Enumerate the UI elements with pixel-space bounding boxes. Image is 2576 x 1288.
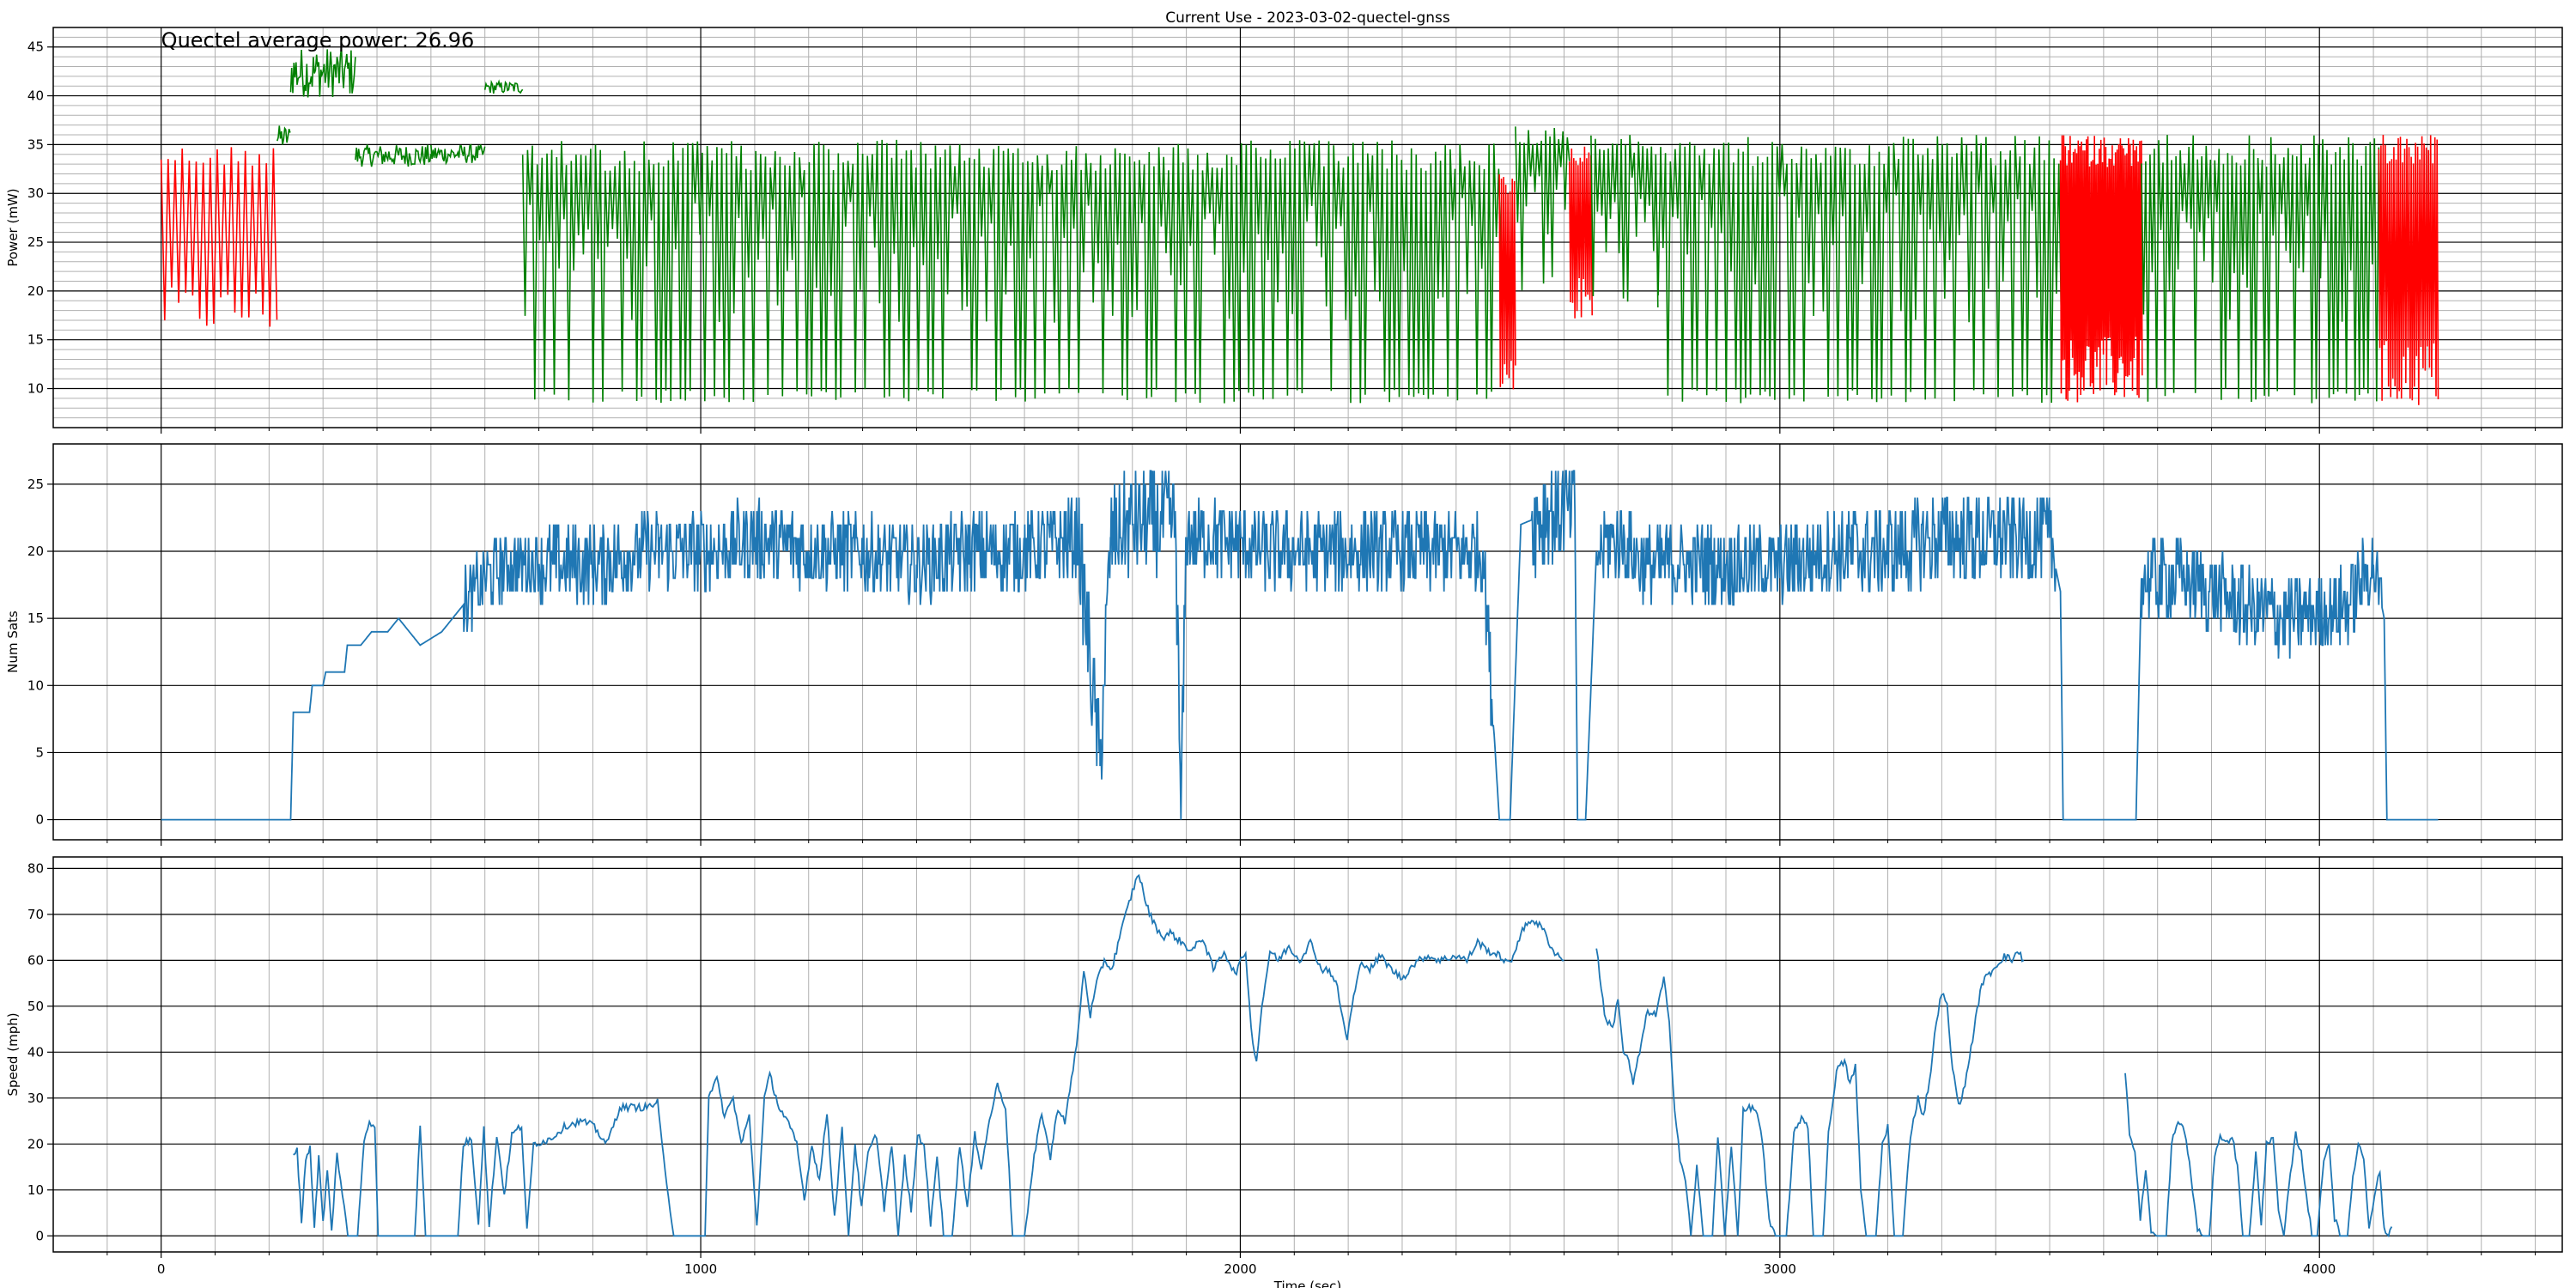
power-tracking-segment bbox=[289, 46, 356, 98]
y-tick-label: 0 bbox=[35, 812, 44, 828]
chart-title: Current Use - 2023-03-02-quectel-gnss bbox=[1165, 9, 1450, 27]
y-tick-label: 20 bbox=[27, 544, 44, 559]
power-panel: 10 15 20 25 30 35 40 45 Power (mW) Quectel aver… bbox=[5, 27, 2563, 434]
y-tick-label: 15 bbox=[27, 332, 44, 348]
y-tick-label: 50 bbox=[27, 999, 44, 1014]
speed-y-ticks: 0 10 20 30 40 50 60 70 80 bbox=[27, 860, 53, 1243]
sats-panel: 0 5 10 15 20 25 Num Sats bbox=[5, 443, 2563, 846]
speed-axes-frame bbox=[52, 856, 2563, 1253]
sats-x-ticks bbox=[106, 840, 2537, 846]
y-tick-label: 40 bbox=[27, 88, 44, 104]
average-power-annotation: Quectel average power: 26.96 bbox=[161, 28, 475, 52]
power-acquiring-segment bbox=[1569, 146, 1593, 319]
x-tick-label: 4000 bbox=[2303, 1261, 2336, 1277]
y-tick-label: 25 bbox=[27, 477, 44, 492]
y-tick-label: 20 bbox=[27, 283, 44, 299]
power-acquiring-segment bbox=[1498, 174, 1516, 390]
x-tick-label: 2000 bbox=[1224, 1261, 1256, 1277]
speed-y-axis-label: Speed (mph) bbox=[5, 1012, 21, 1096]
speed-grid bbox=[53, 857, 2562, 1252]
power-x-ticks bbox=[106, 428, 2537, 434]
sats-series bbox=[161, 470, 2439, 821]
x-tick-label: 1000 bbox=[684, 1261, 717, 1277]
power-acquiring-segment bbox=[2378, 135, 2439, 405]
power-tracking-segment bbox=[430, 143, 486, 166]
power-tracking-segment bbox=[483, 79, 524, 94]
y-tick-label: 60 bbox=[27, 952, 44, 968]
power-axes-frame bbox=[52, 27, 2563, 428]
y-tick-label: 10 bbox=[27, 1182, 44, 1198]
speed-x-ticks: 0 1000 2000 3000 4000 bbox=[106, 1252, 2537, 1277]
x-tick-label: 0 bbox=[157, 1261, 166, 1277]
power-y-ticks: 10 15 20 25 30 35 40 45 bbox=[27, 39, 53, 397]
power-tracking-segment bbox=[355, 144, 432, 167]
y-tick-label: 30 bbox=[27, 1091, 44, 1106]
power-tracking-segment bbox=[521, 139, 1503, 404]
power-tracking-segment bbox=[1590, 135, 1659, 308]
power-acquiring-segment bbox=[160, 147, 278, 327]
y-tick-label: 70 bbox=[27, 907, 44, 922]
speed-series bbox=[293, 873, 2393, 1238]
y-tick-label: 35 bbox=[27, 137, 44, 152]
num-sats-line bbox=[161, 470, 2439, 821]
y-tick-label: 10 bbox=[27, 677, 44, 693]
power-acquiring-segment bbox=[2059, 135, 2143, 403]
y-tick-label: 0 bbox=[35, 1228, 44, 1243]
power-tracking-segment bbox=[1515, 126, 1571, 291]
power-y-axis-label: Power (mW) bbox=[5, 188, 21, 266]
speed-panel: 0 1000 2000 3000 4000 0 10 20 30 40 50 60 70 80 Spee… bbox=[5, 856, 2563, 1277]
y-tick-label: 30 bbox=[27, 185, 44, 201]
sats-grid bbox=[53, 444, 2562, 840]
speed-line bbox=[2124, 1072, 2393, 1238]
y-tick-label: 5 bbox=[35, 744, 44, 760]
y-tick-label: 40 bbox=[27, 1044, 44, 1060]
power-tracking-segment bbox=[2141, 135, 2382, 404]
y-tick-label: 20 bbox=[27, 1136, 44, 1151]
power-tracking-segment bbox=[1655, 135, 2063, 404]
x-axis-label: Time (sec) bbox=[1273, 1279, 1341, 1288]
y-tick-label: 25 bbox=[27, 234, 44, 250]
y-tick-label: 45 bbox=[27, 39, 44, 55]
x-tick-label: 3000 bbox=[1764, 1261, 1796, 1277]
y-tick-label: 15 bbox=[27, 611, 44, 626]
y-tick-label: 80 bbox=[27, 860, 44, 876]
power-tracking-segment bbox=[276, 125, 291, 145]
speed-line bbox=[293, 873, 1564, 1237]
power-series bbox=[160, 46, 2439, 405]
sats-axes-frame bbox=[52, 443, 2563, 841]
y-tick-label: 10 bbox=[27, 381, 44, 397]
speed-line bbox=[1595, 948, 2025, 1237]
sats-y-axis-label: Num Sats bbox=[5, 611, 21, 673]
power-grid bbox=[53, 27, 2562, 428]
sats-y-ticks: 0 5 10 15 20 25 bbox=[27, 477, 53, 828]
